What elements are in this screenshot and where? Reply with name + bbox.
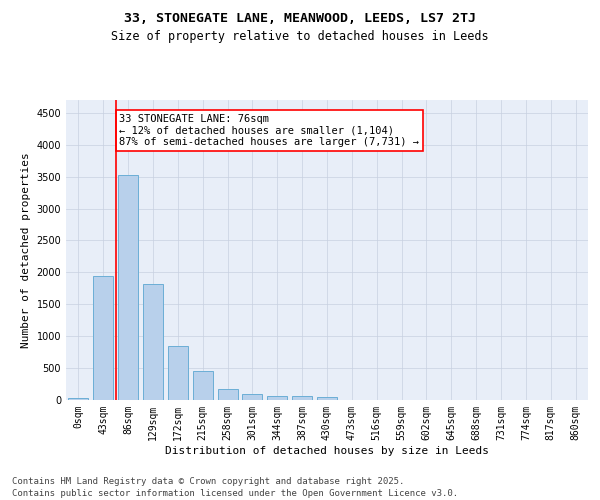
- Bar: [168, 346, 188, 400]
- Bar: [118, 176, 138, 400]
- Bar: [292, 396, 312, 400]
- Bar: [218, 390, 238, 400]
- Bar: [242, 394, 262, 400]
- Bar: [143, 284, 163, 400]
- Y-axis label: Number of detached properties: Number of detached properties: [21, 152, 31, 348]
- X-axis label: Distribution of detached houses by size in Leeds: Distribution of detached houses by size …: [165, 446, 489, 456]
- Text: 33, STONEGATE LANE, MEANWOOD, LEEDS, LS7 2TJ: 33, STONEGATE LANE, MEANWOOD, LEEDS, LS7…: [124, 12, 476, 26]
- Bar: [317, 398, 337, 400]
- Bar: [68, 398, 88, 400]
- Text: Size of property relative to detached houses in Leeds: Size of property relative to detached ho…: [111, 30, 489, 43]
- Text: Contains public sector information licensed under the Open Government Licence v3: Contains public sector information licen…: [12, 489, 458, 498]
- Text: 33 STONEGATE LANE: 76sqm
← 12% of detached houses are smaller (1,104)
87% of sem: 33 STONEGATE LANE: 76sqm ← 12% of detach…: [119, 114, 419, 147]
- Bar: [193, 372, 212, 400]
- Bar: [268, 396, 287, 400]
- Text: Contains HM Land Registry data © Crown copyright and database right 2025.: Contains HM Land Registry data © Crown c…: [12, 478, 404, 486]
- Bar: [94, 276, 113, 400]
